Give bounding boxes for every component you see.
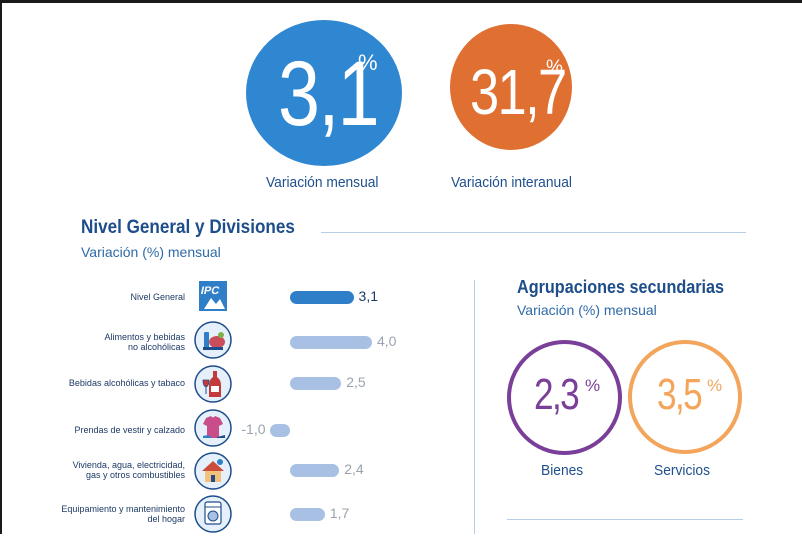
category-label-line: Alimentos y bebidas [104, 332, 185, 342]
category-label-line: Nivel General [130, 292, 185, 302]
groups-divider [507, 519, 743, 520]
divisions-subtitle: Variación (%) mensual [81, 244, 221, 260]
bar [290, 336, 372, 349]
bar-value-label: 2,5 [346, 374, 366, 390]
monthly-variation-circle: 3,1 % [246, 20, 402, 166]
section-separator [474, 280, 475, 534]
bar [290, 464, 340, 477]
category-label-line: del hogar [147, 514, 185, 524]
ipc-logo-icon: IPC [193, 277, 233, 317]
category-label: Vivienda, agua, electricidad, gas y otros… [73, 460, 185, 480]
wine-bottle-icon [193, 364, 233, 404]
category-label-line: Equipamiento y mantenimiento [61, 504, 185, 514]
yearly-variation-label: Variación interanual [451, 174, 572, 191]
bienes-label: Bienes [541, 462, 584, 479]
servicios-unit: % [707, 376, 723, 395]
bar-value-label: 1,7 [329, 505, 350, 521]
washing-machine-icon [193, 494, 233, 534]
monthly-variation-unit: % [358, 50, 378, 75]
bienes-value: 2,3 [534, 370, 580, 419]
servicios-value: 3,5 [657, 370, 703, 419]
servicios-label: Servicios [654, 462, 710, 479]
left-border [0, 0, 2, 534]
bar-value-label: -1,0 [241, 421, 266, 437]
bar-value-label: 2,4 [344, 461, 364, 477]
category-label: Bebidas alcohólicas y tabaco [69, 378, 185, 388]
groups-subtitle: Variación (%) mensual [517, 302, 657, 318]
bar-value-label: 3,1 [358, 288, 379, 304]
category-label-line: no alcohólicas [127, 342, 185, 352]
category-label: Nivel General [130, 292, 185, 302]
category-label-line: Bebidas alcohólicas y tabaco [68, 378, 185, 388]
category-label: Prendas de vestir y calzado [74, 425, 185, 435]
bar [290, 377, 342, 390]
groups-title: Agrupaciones secundarias [517, 277, 725, 297]
category-label-line: gas y otros combustibles [85, 470, 185, 480]
category-label: Equipamiento y mantenimiento del hogar [61, 504, 185, 524]
top-border [0, 0, 802, 3]
category-label-line: Prendas de vestir y calzado [74, 425, 185, 435]
yearly-variation-unit: % [546, 57, 563, 78]
yearly-variation-value: 31,7 [470, 56, 567, 128]
bar [290, 508, 325, 521]
svg-text:IPC: IPC [200, 285, 221, 297]
monthly-variation-value: 3,1 [278, 43, 380, 145]
category-label: Alimentos y bebidas no alcohólicas [104, 332, 185, 352]
divisions-divider [321, 232, 746, 233]
bienes-unit: % [585, 376, 601, 395]
monthly-variation-label: Variación mensual [266, 174, 379, 191]
yearly-variation-circle: 31,7 % [450, 24, 572, 150]
bar-value-label: 4,0 [377, 333, 397, 349]
bar [290, 291, 354, 304]
servicios-ring: 3,5 % [628, 340, 742, 454]
house-icon [193, 451, 233, 491]
clothing-icon [193, 408, 233, 448]
food-basket-icon [193, 320, 233, 360]
bar [269, 424, 290, 437]
category-label-line: Vivienda, agua, electricidad, [72, 460, 185, 470]
bienes-ring: 2,3 % [507, 340, 622, 455]
divisions-title: Nivel General y Divisiones [81, 217, 295, 238]
